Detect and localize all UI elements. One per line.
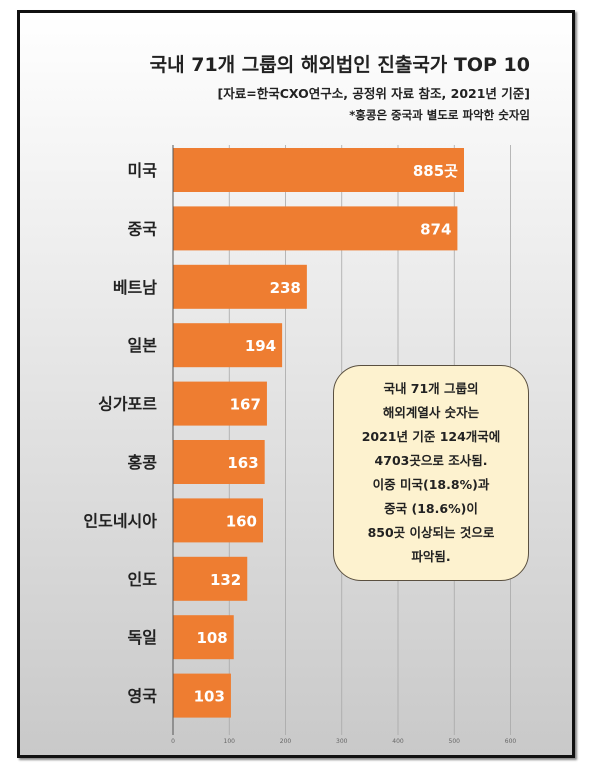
chart-subtitle: [자료=한국CXO연구소, 공정위 자료 참조, 2021년 기준]	[217, 86, 530, 101]
bar	[173, 498, 263, 543]
callout-line: 파악됨.	[411, 549, 451, 564]
category-label: 독일	[128, 628, 157, 647]
bar	[173, 440, 265, 484]
callout-line: 850곳 이상되는 것으로	[367, 525, 495, 540]
callout-line: 해외계열사 숫자는	[382, 405, 480, 420]
bar	[173, 381, 267, 426]
category-label: 중국	[128, 219, 158, 238]
callout-line: 2021년 기준 124개국에	[361, 429, 501, 444]
data-label: 163	[227, 454, 258, 472]
data-label: 132	[210, 571, 241, 589]
bar	[173, 148, 464, 192]
divider	[572, 600, 574, 656]
data-label: 238	[270, 279, 301, 297]
bar	[173, 556, 248, 601]
data-label: 167	[230, 396, 261, 414]
category-label: 인도	[128, 570, 158, 589]
x-tick-label: 100	[224, 738, 236, 745]
bar	[173, 264, 307, 309]
bar	[173, 673, 231, 718]
data-label: 874	[420, 220, 451, 238]
x-tick-label: 500	[449, 738, 461, 745]
bar	[173, 206, 458, 251]
callout-line: 4703곳으로 조사됨.	[374, 453, 488, 468]
callout-line: 중국 (18.6%)이	[384, 501, 478, 516]
chart-title: 국내 71개 그룹의 해외법인 진출국가 TOP 10	[149, 54, 530, 76]
callout-line: 이중 미국(18.8%)과	[372, 477, 490, 492]
category-label: 일본	[128, 336, 158, 355]
category-label: 홍콩	[128, 453, 158, 472]
category-label: 인도네시아	[83, 511, 157, 530]
data-label: 885곳	[413, 162, 458, 180]
data-label: 160	[226, 512, 257, 530]
x-tick-label: 600	[505, 738, 517, 745]
bar	[173, 615, 234, 660]
chart-note: *홍콩은 중국과 별도로 파악한 숫자임	[349, 108, 530, 122]
x-tick-label: 300	[336, 738, 348, 745]
category-label: 영국	[128, 687, 158, 706]
bar	[173, 323, 283, 368]
data-label: 194	[245, 337, 276, 355]
category-label: 싱가포르	[98, 395, 157, 414]
data-label: 108	[196, 629, 227, 647]
x-tick-label: 400	[392, 738, 404, 745]
callout-line: 국내 71개 그룹의	[383, 381, 479, 396]
x-tick-label: 200	[280, 738, 292, 745]
data-label: 103	[194, 688, 225, 706]
x-tick-label: 0	[171, 738, 175, 745]
category-label: 베트남	[113, 278, 157, 297]
category-label: 미국	[128, 161, 158, 180]
